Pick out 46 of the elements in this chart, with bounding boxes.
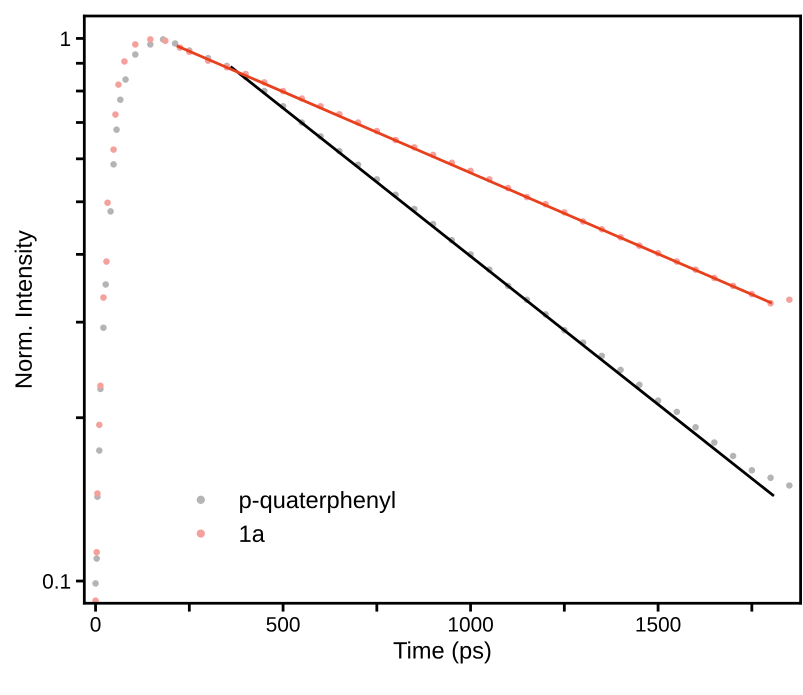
point — [617, 366, 624, 374]
point — [103, 258, 110, 265]
point — [132, 51, 139, 58]
point — [711, 439, 718, 446]
y-tick-label: 1 — [61, 32, 70, 46]
point — [96, 447, 103, 454]
point — [636, 382, 643, 388]
point — [104, 199, 111, 206]
point — [100, 294, 107, 301]
point — [117, 96, 124, 103]
point — [92, 580, 99, 587]
point — [102, 281, 109, 288]
point — [674, 408, 680, 416]
point — [110, 161, 117, 168]
point — [122, 76, 129, 83]
x-tick-label: 1500 — [636, 617, 680, 632]
legend-label: 1a — [240, 526, 265, 542]
point — [748, 467, 756, 474]
point — [93, 548, 100, 556]
x-tick-label: 500 — [266, 617, 300, 632]
point — [100, 324, 107, 331]
point — [110, 146, 117, 153]
point — [113, 126, 120, 133]
point — [112, 111, 119, 118]
point — [172, 40, 178, 47]
point — [767, 474, 774, 482]
point — [93, 555, 100, 562]
point — [132, 41, 139, 48]
point — [786, 296, 793, 303]
point — [692, 424, 699, 431]
y-tick-label: 0.1 — [42, 574, 70, 589]
x-tick-label: 0 — [90, 617, 101, 632]
point — [115, 81, 122, 88]
point — [97, 382, 104, 390]
point — [147, 36, 154, 43]
point — [786, 482, 793, 489]
x-axis-title: Time (ps) — [394, 641, 490, 664]
point — [107, 208, 114, 215]
point — [96, 422, 103, 428]
x-tick-label: 1000 — [448, 617, 493, 632]
y-axis-title: Norm. Intensity — [14, 230, 37, 388]
point — [162, 38, 169, 44]
point — [730, 452, 736, 460]
point — [121, 58, 128, 65]
legend-label: p-quaterphenyl — [240, 490, 395, 513]
point — [94, 490, 101, 497]
